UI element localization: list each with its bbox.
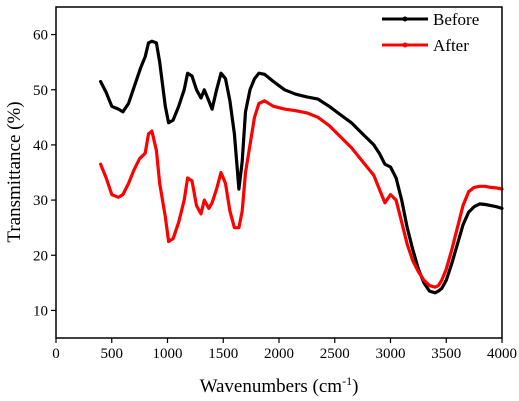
- legend: Before After: [382, 10, 479, 55]
- y-tick-label: 60: [33, 28, 48, 44]
- series-line-after: [99, 99, 504, 289]
- x-axis-label-tail: ): [352, 376, 358, 397]
- legend-label-before: Before: [433, 10, 479, 29]
- y-tick-label: 10: [33, 303, 48, 319]
- y-tick-label: 50: [33, 83, 48, 99]
- x-axis-label-sup: -1: [342, 374, 352, 388]
- y-tick-label: 20: [33, 248, 48, 264]
- legend-item-before: Before: [382, 10, 479, 29]
- x-tick-label: 4000: [487, 346, 517, 362]
- series-layer: [99, 39, 504, 295]
- x-tick-label: 1000: [153, 346, 183, 362]
- legend-marker-after: [402, 42, 408, 48]
- legend-label-after: After: [433, 36, 469, 55]
- x-tick-label: 1500: [208, 346, 238, 362]
- x-tick-label: 3500: [431, 346, 461, 362]
- x-tick-label: 500: [101, 346, 124, 362]
- x-tick-label: 2000: [264, 346, 294, 362]
- y-axis-label: Transmittance (%): [4, 101, 25, 242]
- x-tick-label: 3000: [376, 346, 406, 362]
- legend-marker-before: [402, 16, 408, 22]
- ticks-layer: 0 500 1000 1500 2000 2500 3000 3500 4000 10 20 30 40…: [33, 28, 517, 362]
- series-line-before: [99, 39, 504, 295]
- x-tick-label: 2500: [320, 346, 350, 362]
- x-tick-label: 0: [52, 346, 60, 362]
- x-axis-label: Wavenumbers (cm-1): [200, 374, 359, 397]
- y-tick-label: 40: [33, 138, 48, 154]
- y-tick-label: 30: [33, 193, 48, 209]
- legend-item-after: After: [382, 36, 469, 55]
- x-axis-label-main: Wavenumbers (cm: [200, 376, 343, 397]
